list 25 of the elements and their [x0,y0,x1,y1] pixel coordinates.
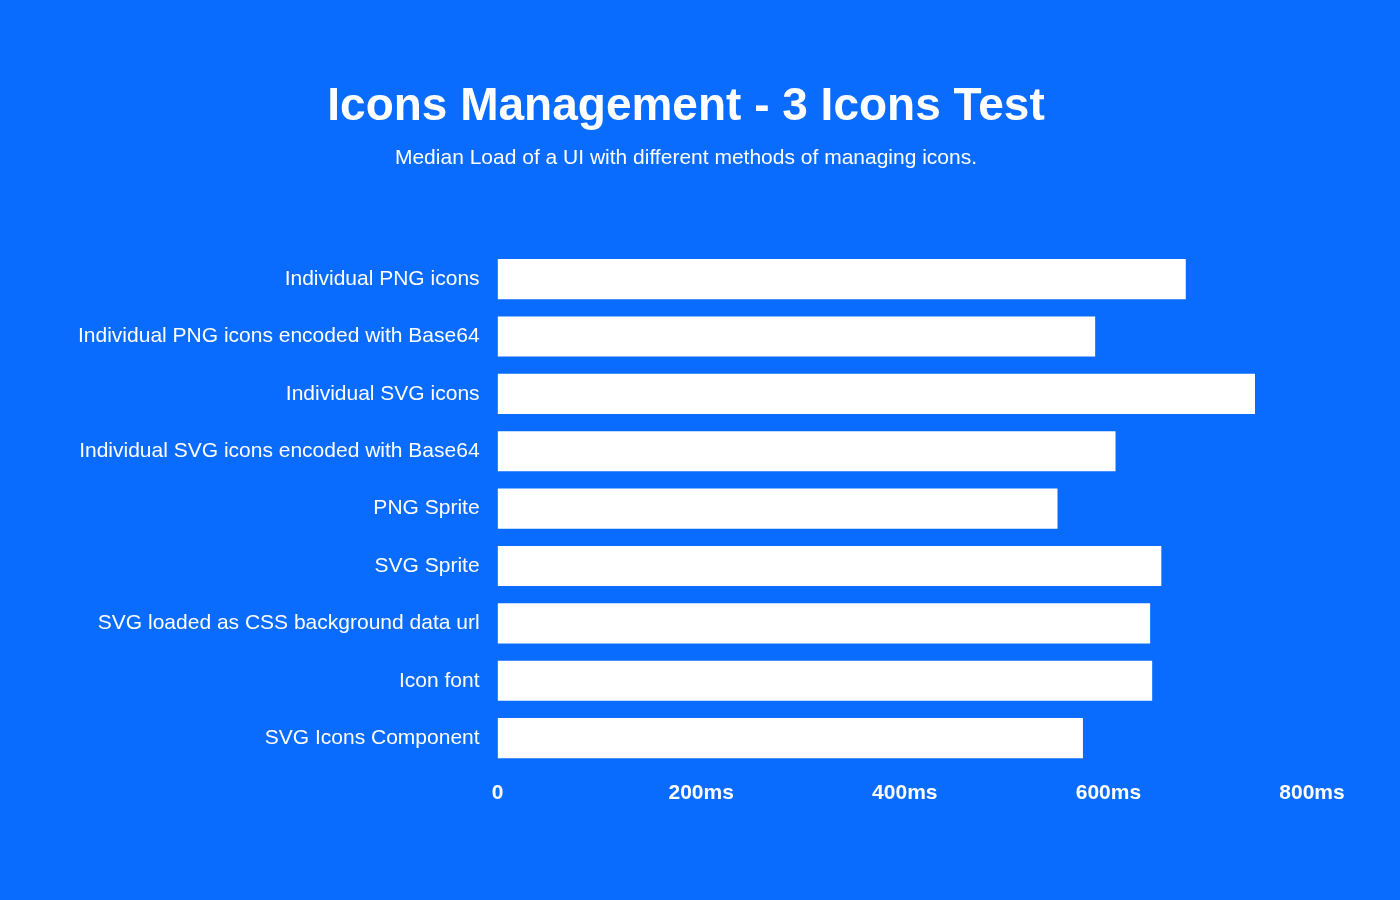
y-tick-label: SVG Sprite [374,552,480,576]
y-tick-label: Individual SVG icons encoded with Base64 [79,438,480,462]
y-tick-label: PNG Sprite [373,495,480,519]
x-tick-label: 600ms [1075,780,1142,804]
bar [497,545,1162,587]
bar [497,660,1153,701]
bar [497,431,1116,472]
bar [497,603,1151,644]
chart-subtitle: Median Load of a UI with different methods of managing icons. [394,144,978,168]
y-tick-label: Individual PNG icons [284,265,480,289]
bar [497,259,1186,300]
chart-title: Icons Management - 3 Icons Test [327,78,1045,131]
bar [497,488,1058,529]
x-tick-label: 0 [491,780,504,804]
bar [497,718,1083,759]
y-tick-label: SVG Icons Component [264,724,480,748]
y-tick-label: Individual SVG icons [285,380,480,404]
bar [497,373,1255,414]
bar [497,316,1096,357]
y-tick-label: SVG loaded as CSS background data url [97,610,480,634]
x-tick-label: 200ms [668,780,734,804]
y-tick-label: Individual PNG icons encoded with Base64 [78,323,480,347]
y-tick-label: Icon font [399,667,480,691]
x-tick-label: 800ms [1279,780,1345,804]
x-tick-label: 400ms [872,780,938,804]
